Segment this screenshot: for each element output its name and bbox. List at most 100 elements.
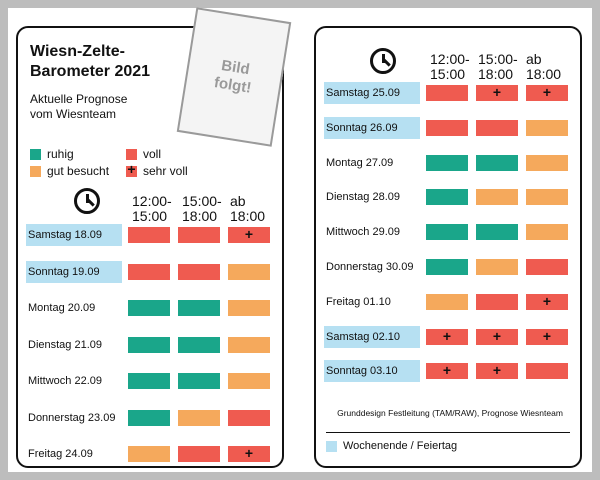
table-row: Donnerstag 23.09 [26, 407, 276, 429]
legend: ruhig voll gut besucht sehr voll [30, 146, 270, 186]
crowd-level-cell [128, 227, 170, 243]
col-header-1-line-1: 12:00- [430, 51, 470, 67]
legend-swatch-ruhig [30, 148, 41, 160]
crowd-level-cell [526, 259, 568, 275]
crowd-level-cell [476, 189, 518, 206]
crowd-level-cell [426, 189, 468, 206]
subtitle: Aktuelle Prognose vom Wiesnteam [30, 92, 127, 122]
crowd-level-cell [178, 409, 220, 426]
day-label: Mittwoch 29.09 [326, 226, 400, 239]
col-header-1: 12:00- 15:00 [430, 52, 470, 82]
crowd-level-cell [178, 373, 220, 389]
crowd-level-cell [228, 373, 270, 389]
crowd-level-cell [128, 373, 170, 389]
crowd-level-cell [178, 336, 220, 353]
crowd-level-cell [426, 119, 468, 136]
credit-note: Grunddesign Festleitung (TAM/RAW), Progn… [337, 408, 563, 418]
crowd-level-cell [128, 263, 170, 280]
day-label: Samstag 02.10 [324, 325, 420, 348]
table-row: Freitag 01.10 + [324, 291, 574, 313]
crowd-level-cell: + [526, 293, 568, 310]
day-label: Sonntag 26.09 [324, 116, 420, 139]
col-header-2-line-2: 18:00 [478, 66, 514, 82]
day-label: Dienstag 21.09 [28, 338, 102, 351]
table-row: Dienstag 28.09 [324, 186, 574, 208]
legend-swatch-voll [126, 148, 137, 160]
crowd-level-cell [228, 409, 270, 426]
legend-weekend: Wochenende / Feiertag [326, 438, 457, 454]
crowd-level-cell [476, 154, 518, 171]
col-header-3: ab 18:00 [230, 194, 265, 224]
crowd-level-cell [426, 259, 468, 275]
crowd-level-cell [178, 263, 220, 280]
day-label: Montag 27.09 [326, 156, 394, 169]
crowd-level-cell: + [476, 363, 518, 380]
right-card: 12:00- 15:00 15:00- 18:00 ab 18:00 Samst… [314, 26, 582, 468]
crowd-level-cell [128, 446, 170, 462]
legend-label-gut-besucht: gut besucht [47, 164, 110, 178]
day-label: Donnerstag 23.09 [28, 411, 116, 424]
crowd-level-cell [228, 263, 270, 280]
day-label: Donnerstag 30.09 [326, 261, 414, 273]
col-header-1-line-1: 12:00- [132, 193, 172, 209]
day-label: Montag 20.09 [28, 302, 96, 314]
day-label: Mittwoch 22.09 [28, 375, 102, 387]
crowd-level-cell [526, 119, 568, 136]
legend-ruhig: ruhig [30, 146, 74, 162]
table-row: Mittwoch 29.09 [324, 221, 574, 243]
table-row: Montag 20.09 [26, 297, 276, 319]
col-header-3-line-2: 18:00 [526, 66, 562, 82]
col-header-3: ab 18:00 [526, 52, 561, 82]
day-label: Samstag 25.09 [324, 82, 420, 104]
crowd-level-cell [178, 446, 220, 462]
col-header-1-line-2: 15:00 [132, 208, 168, 224]
legend-label-weekend: Wochenende / Feiertag [343, 440, 458, 452]
page-title: Wiesn-Zelte- Barometer 2021 [30, 42, 150, 82]
title-line-1: Wiesn-Zelte- [30, 43, 125, 60]
table-row: Mittwoch 22.09 [26, 370, 276, 392]
crowd-level-cell [476, 293, 518, 310]
table-row: Samstag 02.10 + + + [324, 325, 574, 348]
crowd-level-cell: + [426, 363, 468, 380]
crowd-level-cell: + [476, 85, 518, 101]
legend-voll: voll [126, 146, 161, 162]
subtitle-line-2: vom Wiesnteam [30, 107, 117, 121]
crowd-level-cell [426, 85, 468, 101]
col-header-2: 15:00- 18:00 [182, 194, 222, 224]
crowd-level-cell [476, 224, 518, 241]
day-label: Freitag 01.10 [326, 295, 391, 308]
legend-swatch-weekend [326, 440, 337, 452]
title-line-2: Barometer 2021 [30, 63, 151, 80]
day-label: Freitag 24.09 [28, 448, 93, 460]
day-label: Sonntag 03.10 [324, 360, 420, 383]
crowd-level-cell: + [476, 328, 518, 345]
crowd-level-cell [476, 119, 518, 136]
col-header-2-line-2: 18:00 [182, 208, 218, 224]
day-label: Dienstag 28.09 [326, 191, 400, 204]
table-row: Samstag 25.09 + + [324, 82, 574, 104]
table-row: Donnerstag 30.09 [324, 256, 574, 278]
col-header-3-line-2: 18:00 [230, 208, 266, 224]
legend-gut-besucht: gut besucht [30, 163, 109, 179]
table-row: Sonntag 26.09 [324, 116, 574, 139]
crowd-level-cell: + [526, 85, 568, 101]
crowd-level-cell [128, 409, 170, 426]
crowd-level-cell [228, 336, 270, 353]
crowd-level-cell [426, 154, 468, 171]
crowd-level-cell: + [426, 328, 468, 345]
table-row: Sonntag 03.10 + + [324, 360, 574, 383]
crowd-level-cell [526, 154, 568, 171]
crowd-level-cell [128, 336, 170, 353]
table-row: Samstag 18.09 + [26, 224, 276, 246]
crowd-level-cell [526, 363, 568, 380]
legend-label-voll: voll [143, 147, 162, 161]
crowd-level-cell [228, 300, 270, 316]
col-header-2: 15:00- 18:00 [478, 52, 518, 82]
table-row: Freitag 24.09 + [26, 443, 276, 465]
crowd-level-cell: + [526, 328, 568, 345]
legend-swatch-gut-besucht [30, 165, 41, 177]
col-header-3-line-1: ab [230, 193, 246, 209]
crowd-level-cell [426, 293, 468, 310]
crowd-level-cell [178, 300, 220, 316]
crowd-level-cell [526, 189, 568, 206]
